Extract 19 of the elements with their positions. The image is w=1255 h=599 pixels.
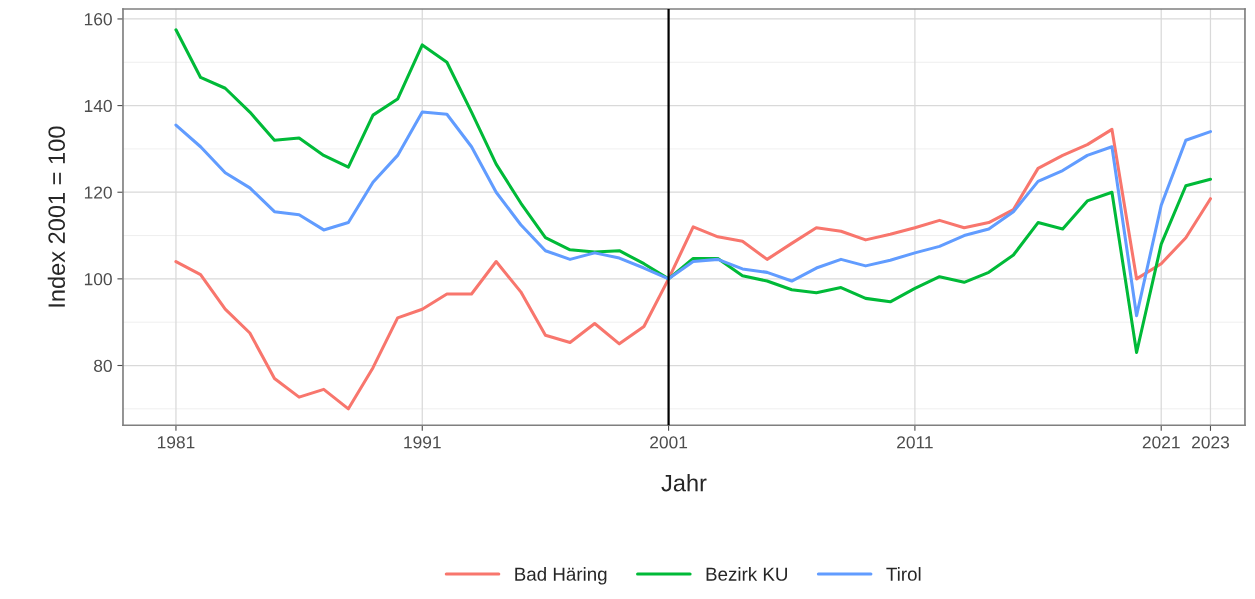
y-tick-label: 140 [84, 99, 112, 113]
legend-label: Bezirk KU [706, 567, 787, 581]
x-tick-label: 2021 [1142, 436, 1180, 449]
line-series [174, 28, 1213, 355]
y-tick-label: 160 [84, 13, 112, 26]
x-tick-label: 2001 [650, 436, 688, 449]
x-tick-label: 1991 [404, 436, 441, 449]
y-tick-label: 100 [84, 273, 112, 286]
y-tick-label: 80 [94, 359, 112, 372]
line-series [174, 127, 1213, 411]
legend-label: Tirol [886, 567, 921, 581]
x-tick-label: 2011 [897, 436, 933, 449]
line-series [174, 110, 1213, 318]
y-axis-title: Index 2001 = 100 [47, 126, 66, 307]
legend-label: Bad Häring [515, 567, 607, 585]
x-tick-label: 2023 [1192, 436, 1230, 449]
x-tick-label: 1981 [157, 436, 195, 449]
x-axis-title: Jahr [661, 474, 707, 492]
y-tick-label: 120 [84, 186, 112, 199]
